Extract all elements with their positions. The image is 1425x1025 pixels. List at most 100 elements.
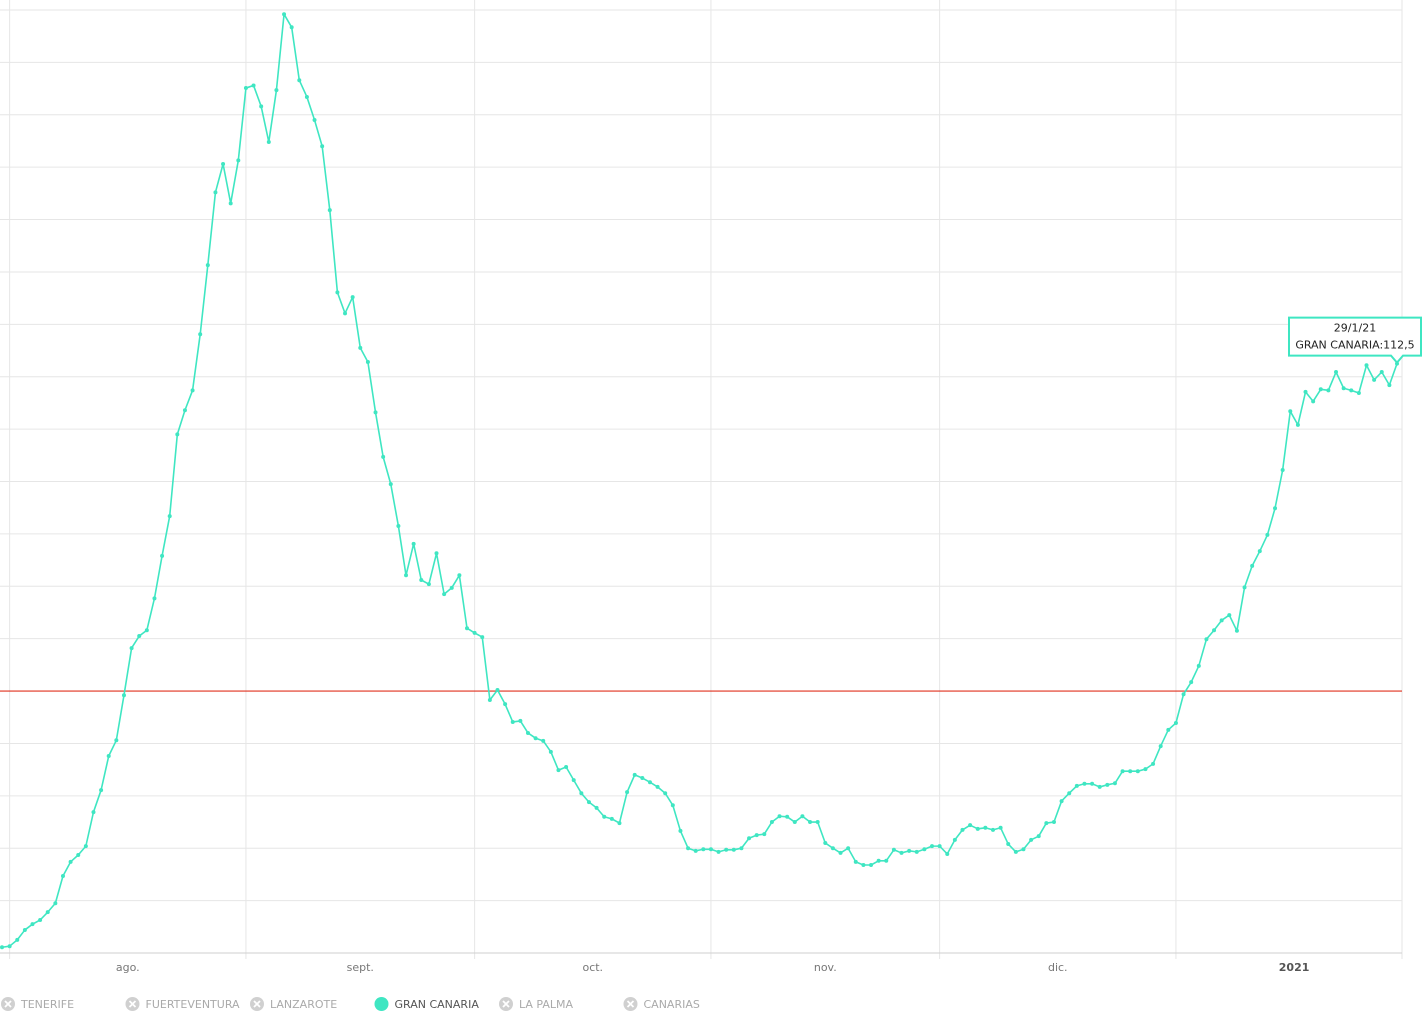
data-point bbox=[114, 738, 119, 743]
data-point bbox=[754, 833, 759, 838]
x-tick-label: oct. bbox=[582, 961, 603, 974]
data-point bbox=[998, 825, 1003, 830]
data-point bbox=[1097, 784, 1102, 789]
data-point bbox=[990, 827, 995, 832]
data-point bbox=[838, 850, 843, 855]
data-point bbox=[731, 847, 736, 852]
data-point bbox=[343, 311, 348, 316]
data-point bbox=[381, 454, 386, 459]
data-point bbox=[1158, 744, 1163, 749]
data-point bbox=[907, 848, 912, 853]
data-point bbox=[594, 805, 599, 810]
data-point bbox=[221, 162, 226, 167]
data-point bbox=[373, 410, 378, 415]
data-point bbox=[869, 862, 874, 867]
data-point bbox=[975, 826, 980, 831]
data-point bbox=[1135, 769, 1140, 774]
legend-item[interactable]: FUERTEVENTURA bbox=[125, 997, 241, 1011]
data-point bbox=[800, 814, 805, 819]
data-point bbox=[175, 432, 180, 437]
data-point bbox=[457, 573, 462, 578]
legend-item[interactable]: LANZAROTE bbox=[250, 997, 337, 1011]
data-point bbox=[1326, 388, 1331, 393]
data-point bbox=[1227, 613, 1232, 618]
data-point bbox=[1067, 791, 1072, 796]
data-point bbox=[1273, 506, 1278, 511]
data-point bbox=[190, 388, 195, 393]
data-point bbox=[556, 768, 561, 773]
data-point bbox=[1372, 377, 1377, 382]
legend-label: TENERIFE bbox=[20, 998, 74, 1011]
data-point bbox=[60, 873, 65, 878]
data-point bbox=[274, 88, 279, 93]
data-point bbox=[914, 849, 919, 854]
data-point bbox=[701, 847, 706, 852]
data-point bbox=[251, 83, 256, 88]
data-point bbox=[899, 850, 904, 855]
data-point bbox=[1105, 782, 1110, 787]
data-point bbox=[335, 290, 340, 295]
legend-cross bbox=[626, 1000, 635, 1008]
data-point bbox=[411, 541, 416, 546]
data-point bbox=[266, 140, 271, 145]
data-point bbox=[525, 730, 530, 735]
data-point bbox=[670, 803, 675, 808]
data-point bbox=[1143, 767, 1148, 772]
data-point bbox=[434, 551, 439, 556]
data-point bbox=[53, 901, 58, 906]
legend-marker bbox=[374, 997, 389, 1011]
data-point bbox=[182, 408, 187, 413]
data-point bbox=[655, 784, 660, 789]
data-point bbox=[1364, 363, 1369, 368]
data-point bbox=[853, 859, 858, 864]
data-point bbox=[236, 158, 241, 163]
legend-item[interactable]: LA PALMA bbox=[499, 997, 573, 1011]
data-point bbox=[1120, 769, 1125, 774]
data-point bbox=[1082, 781, 1087, 786]
data-point bbox=[968, 823, 973, 828]
data-point bbox=[1074, 783, 1079, 788]
data-point bbox=[419, 577, 424, 582]
data-point bbox=[632, 772, 637, 777]
data-point bbox=[45, 910, 50, 915]
legend-item[interactable]: TENERIFE bbox=[1, 997, 74, 1011]
data-point bbox=[282, 12, 287, 17]
data-point bbox=[7, 944, 12, 949]
data-point bbox=[1311, 399, 1316, 404]
data-point bbox=[1349, 388, 1354, 393]
x-tick-label: nov. bbox=[814, 961, 837, 974]
data-point bbox=[495, 688, 500, 693]
legend-item[interactable]: CANARIAS bbox=[623, 997, 700, 1011]
data-point bbox=[1189, 680, 1194, 685]
data-point bbox=[30, 922, 35, 927]
data-line bbox=[1, 13, 1398, 949]
data-point bbox=[1303, 389, 1308, 394]
legend-item[interactable]: GRAN CANARIA bbox=[374, 997, 480, 1011]
data-point bbox=[769, 820, 774, 825]
data-point bbox=[228, 201, 233, 206]
data-point bbox=[823, 840, 828, 845]
data-point bbox=[1181, 692, 1186, 697]
data-point bbox=[762, 832, 767, 837]
data-point bbox=[99, 788, 104, 793]
x-tick-label: ago. bbox=[116, 961, 140, 974]
data-point bbox=[320, 144, 325, 149]
data-point bbox=[617, 821, 622, 826]
data-point bbox=[259, 104, 264, 109]
data-point bbox=[1280, 467, 1285, 472]
data-point bbox=[91, 810, 96, 815]
data-point bbox=[76, 853, 81, 858]
data-point bbox=[22, 927, 27, 932]
data-point bbox=[358, 345, 363, 350]
data-point bbox=[472, 630, 477, 635]
data-point bbox=[0, 945, 4, 950]
data-point bbox=[404, 573, 409, 578]
data-point bbox=[937, 844, 942, 849]
data-point bbox=[686, 846, 691, 851]
data-point bbox=[137, 634, 142, 639]
x-tick-label: 2021 bbox=[1279, 961, 1310, 974]
data-point bbox=[647, 780, 652, 785]
data-point bbox=[480, 635, 485, 640]
tooltip-date: 29/1/21 bbox=[1334, 322, 1376, 335]
legend-label: CANARIAS bbox=[644, 998, 700, 1011]
